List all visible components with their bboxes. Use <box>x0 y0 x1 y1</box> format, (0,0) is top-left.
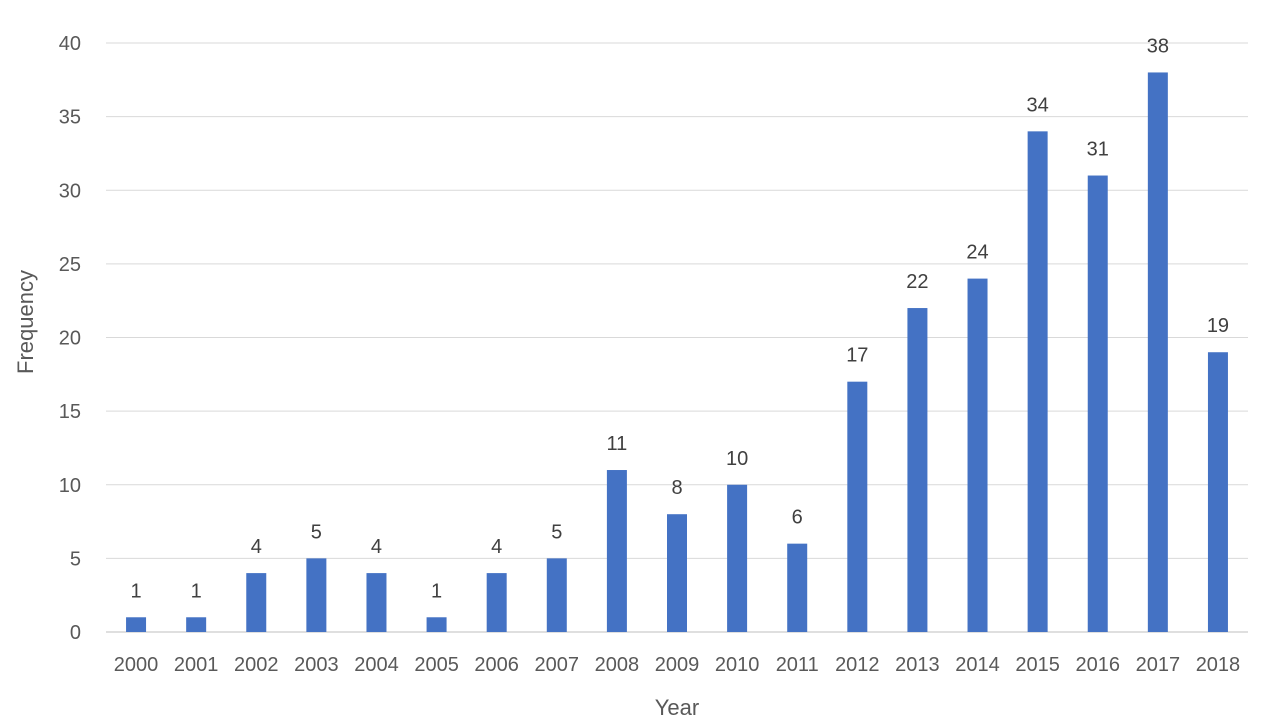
y-tick-label: 0 <box>70 622 81 644</box>
y-tick-label: 40 <box>59 33 81 55</box>
bar <box>126 617 147 632</box>
data-label: 11 <box>607 433 628 455</box>
x-tick-label: 2005 <box>414 654 459 676</box>
y-tick-label: 20 <box>59 328 81 350</box>
bar <box>426 617 447 632</box>
bar <box>727 484 748 632</box>
x-tick-label: 2000 <box>114 654 159 676</box>
x-tick-label: 2006 <box>474 654 519 676</box>
bar <box>186 617 207 632</box>
data-label: 34 <box>1027 94 1049 116</box>
y-tick-label: 15 <box>59 401 81 423</box>
bar <box>606 470 627 632</box>
x-tick-label: 2008 <box>595 654 640 676</box>
bar <box>1207 352 1228 632</box>
gridlines <box>106 42 1248 633</box>
data-label: 1 <box>431 580 442 602</box>
x-tick-label: 2010 <box>715 654 760 676</box>
data-label: 19 <box>1207 315 1229 337</box>
x-tick-label: 2013 <box>895 654 940 676</box>
bar <box>546 558 567 632</box>
x-axis-ticks: 2000 2001 2002 2003 2004 2005 2006 2007 2008 2009… <box>114 654 1240 676</box>
x-tick-label: 2009 <box>655 654 700 676</box>
bar <box>787 543 808 632</box>
data-label: 31 <box>1087 139 1109 161</box>
data-label: 8 <box>671 477 682 499</box>
data-label: 5 <box>551 521 562 543</box>
data-label: 1 <box>191 580 202 602</box>
bars <box>126 72 1228 632</box>
y-tick-label: 10 <box>59 475 81 497</box>
y-axis-ticks: 0 5 10 15 20 25 30 35 40 <box>59 33 81 644</box>
x-tick-label: 2007 <box>535 654 580 676</box>
bar <box>907 308 928 632</box>
data-label: 4 <box>491 536 502 558</box>
y-tick-label: 35 <box>59 107 81 129</box>
x-tick-label: 2018 <box>1196 654 1241 676</box>
data-label: 1 <box>130 580 141 602</box>
y-tick-label: 25 <box>59 254 81 276</box>
bar <box>306 558 327 632</box>
x-tick-label: 2014 <box>955 654 1000 676</box>
data-label: 24 <box>966 242 988 264</box>
bar <box>967 278 988 632</box>
data-label: 17 <box>846 345 868 367</box>
data-label: 22 <box>906 271 928 293</box>
data-label: 4 <box>371 536 382 558</box>
data-label: 4 <box>251 536 262 558</box>
y-tick-label: 5 <box>70 548 81 570</box>
bar <box>1027 131 1048 632</box>
bar <box>667 514 687 632</box>
data-label: 5 <box>311 521 322 543</box>
x-tick-label: 2002 <box>234 654 279 676</box>
bar <box>1087 175 1108 632</box>
data-label: 38 <box>1147 35 1169 57</box>
x-tick-label: 2015 <box>1015 654 1060 676</box>
x-tick-label: 2011 <box>776 654 819 676</box>
x-tick-label: 2003 <box>294 654 339 676</box>
bar <box>486 573 507 632</box>
data-label: 10 <box>726 448 748 470</box>
x-tick-label: 2016 <box>1075 654 1120 676</box>
x-tick-label: 2001 <box>174 654 219 676</box>
y-tick-label: 30 <box>59 180 81 202</box>
x-tick-label: 2004 <box>354 654 399 676</box>
data-label: 6 <box>792 507 803 529</box>
x-tick-label: 2017 <box>1136 654 1181 676</box>
x-axis-title: Year <box>655 695 699 720</box>
x-tick-label: 2012 <box>835 654 880 676</box>
y-axis-title: Frequency <box>13 270 38 374</box>
bar <box>1147 72 1168 632</box>
bar <box>847 381 868 632</box>
bar <box>246 573 267 632</box>
bar <box>366 573 387 632</box>
